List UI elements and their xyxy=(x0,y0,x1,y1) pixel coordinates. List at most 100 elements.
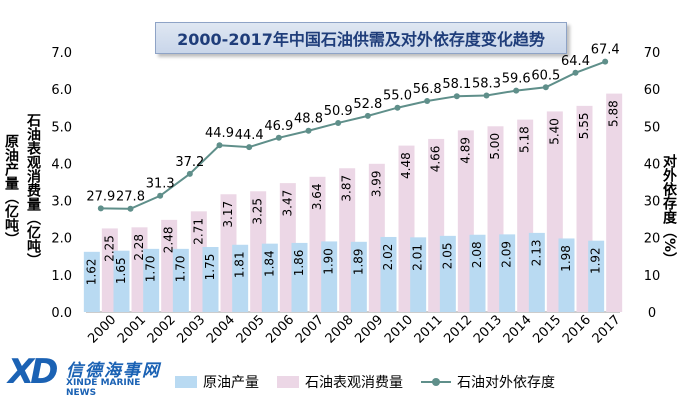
point-dependence xyxy=(186,170,193,177)
data-label-consumption: 3.47 xyxy=(280,190,294,217)
data-label-dependence: 46.9 xyxy=(264,119,293,134)
bar-production xyxy=(143,248,160,312)
data-label-consumption: 3.64 xyxy=(310,183,324,210)
data-label-consumption: 5.00 xyxy=(488,133,502,160)
logo-en-text: XINDE MARINE NEWS xyxy=(66,378,141,398)
point-dependence xyxy=(305,127,312,134)
data-label-production: 1.75 xyxy=(203,254,217,281)
y-left-tick-label: 2.0 xyxy=(51,232,72,247)
right-axis-label-wrap: 对外依存度（%） xyxy=(656,110,682,310)
data-label-dependence: 56.8 xyxy=(413,82,442,97)
data-label-production: 1.89 xyxy=(351,248,365,275)
bar-production xyxy=(232,244,249,312)
y-right-tick-label: 10 xyxy=(644,269,661,284)
x-tick-label: 2007 xyxy=(293,313,327,347)
y-right-tick-label: 30 xyxy=(644,195,661,210)
logo: XD 信德海事网 XINDE MARINE NEWS xyxy=(8,352,168,398)
data-label-dependence: 50.9 xyxy=(324,104,353,119)
data-label-dependence: 44.9 xyxy=(205,126,234,141)
legend-label-dependence: 石油对外依存度 xyxy=(457,375,555,391)
x-tick-label: 2010 xyxy=(382,313,416,347)
point-dependence xyxy=(394,104,401,111)
data-label-consumption: 5.40 xyxy=(547,118,561,145)
chart-title: 2000-2017年中国石油供需及对外依存度变化趋势 xyxy=(155,22,567,54)
y-left-tick-label: 6.0 xyxy=(51,83,72,98)
x-tick-label: 2013 xyxy=(471,313,505,347)
data-label-production: 1.84 xyxy=(262,250,276,277)
data-label-consumption: 2.25 xyxy=(102,235,116,262)
data-label-production: 2.13 xyxy=(529,240,543,267)
legend: 原油产量 石油表观消费量 石油对外依存度 xyxy=(175,372,555,392)
point-dependence xyxy=(275,134,282,141)
logo-cn-text: 信德海事网 xyxy=(66,361,161,381)
y-left-tick-label: 4.0 xyxy=(51,157,72,172)
bar-production xyxy=(558,238,575,312)
point-dependence xyxy=(157,192,164,199)
data-label-consumption: 3.25 xyxy=(251,198,265,225)
y-left-label-consumption: 石油表观消费量（亿吨） xyxy=(25,113,41,267)
legend-label-production: 原油产量 xyxy=(203,375,259,391)
x-tick-label: 2011 xyxy=(412,313,446,347)
bar-production xyxy=(469,234,486,312)
data-label-dependence: 58.3 xyxy=(472,76,501,91)
y-left-label-production: 原油产量（亿吨） xyxy=(3,134,19,246)
y-left-tick-label: 0.0 xyxy=(51,306,72,321)
bar-production xyxy=(202,247,219,312)
data-label-dependence: 58.1 xyxy=(442,77,471,92)
data-label-production: 1.65 xyxy=(114,257,128,284)
data-label-consumption: 4.66 xyxy=(429,146,443,173)
bar-production xyxy=(588,240,605,312)
point-dependence xyxy=(246,144,253,151)
point-dependence xyxy=(127,205,134,212)
data-label-dependence: 64.4 xyxy=(561,54,590,69)
data-label-dependence: 48.8 xyxy=(294,112,323,127)
bar-production xyxy=(83,251,100,312)
line-dependence xyxy=(100,60,606,210)
data-label-consumption: 3.17 xyxy=(221,201,235,228)
data-label-dependence: 27.9 xyxy=(86,189,115,204)
data-label-dependence: 60.5 xyxy=(531,68,560,83)
data-label-dependence: 37.2 xyxy=(175,155,204,170)
y-right-tick-label: 40 xyxy=(644,157,661,172)
x-tick-label: 2014 xyxy=(501,313,535,347)
x-tick-label: 2005 xyxy=(234,313,268,347)
point-dependence xyxy=(216,142,223,149)
x-tick-label: 2003 xyxy=(174,313,208,347)
bar-production xyxy=(528,232,545,312)
bar-production xyxy=(350,241,367,312)
data-label-consumption: 2.28 xyxy=(132,234,146,261)
data-label-production: 2.01 xyxy=(411,244,425,271)
y-left-tick-label: 3.0 xyxy=(51,195,72,210)
data-label-production: 2.05 xyxy=(440,242,454,269)
legend-swatch-consumption xyxy=(277,376,299,388)
y-right-tick-label: 60 xyxy=(644,83,661,98)
y-right-tick-label: 0 xyxy=(648,306,656,321)
data-label-dependence: 27.8 xyxy=(116,190,145,205)
x-tick-label: 2012 xyxy=(441,313,475,347)
data-label-production: 1.70 xyxy=(173,255,187,282)
data-label-dependence: 44.4 xyxy=(235,128,264,143)
bar-production xyxy=(410,237,427,312)
point-dependence xyxy=(335,119,342,126)
point-dependence xyxy=(364,112,371,119)
bar-production xyxy=(439,235,456,312)
x-tick-label: 2017 xyxy=(590,313,624,347)
bar-consumption xyxy=(606,93,623,312)
point-dependence xyxy=(542,84,549,91)
data-label-dependence: 67.4 xyxy=(591,43,620,58)
data-label-production: 1.62 xyxy=(84,258,98,285)
data-label-production: 2.02 xyxy=(381,244,395,271)
data-label-consumption: 3.99 xyxy=(369,170,383,197)
x-tick-label: 2002 xyxy=(145,313,179,347)
left-axis-labels: 原油产量（亿吨） 石油表观消费量（亿吨） xyxy=(0,60,44,320)
bar-production xyxy=(291,242,308,312)
point-dependence xyxy=(602,58,609,65)
bar-production xyxy=(380,236,397,312)
point-dependence xyxy=(97,205,104,212)
data-label-dependence: 31.3 xyxy=(146,177,175,192)
data-label-production: 2.08 xyxy=(470,241,484,268)
y-left-tick-label: 5.0 xyxy=(51,120,72,135)
y-left-tick-label: 1.0 xyxy=(51,269,72,284)
